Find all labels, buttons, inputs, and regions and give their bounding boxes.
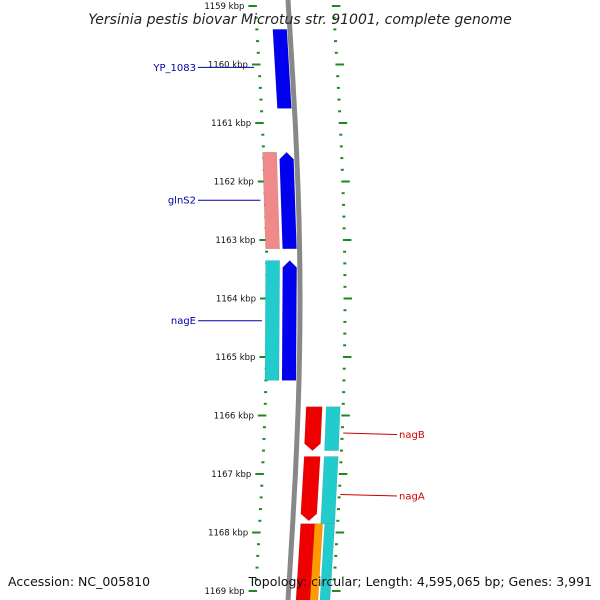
feature-block-f8 bbox=[300, 456, 321, 522]
tick-label: 1167 kbp bbox=[211, 470, 251, 480]
genome-backbone bbox=[285, 0, 303, 600]
gene-label[interactable]: nagA bbox=[399, 491, 425, 502]
gene-label[interactable]: nagE bbox=[171, 316, 196, 327]
feature-block-f6 bbox=[304, 406, 323, 451]
tick-label-group: 1159 kbp 1160 kbp 1161 kbp 1162 kbp 1163 kbp… bbox=[204, 2, 256, 597]
accession-text: Accession: NC_005810 bbox=[8, 574, 150, 589]
feature-block-f3 bbox=[279, 151, 297, 250]
gene-label-leader bbox=[343, 432, 398, 436]
gene-label-group: YP_1083 glnS2 nagE nagB nagA bbox=[152, 63, 424, 503]
tick-label: 1161 kbp bbox=[211, 119, 251, 129]
tick-label: 1169 kbp bbox=[205, 587, 245, 597]
topology-text: Topology: circular; Length: 4,595,065 bp… bbox=[248, 574, 592, 589]
feature-block-f7 bbox=[324, 406, 341, 451]
tick-label: 1168 kbp bbox=[208, 529, 248, 539]
tick-label: 1160 kbp bbox=[208, 61, 248, 71]
feature-block-f5 bbox=[281, 260, 298, 381]
tick-label: 1164 kbp bbox=[216, 295, 256, 305]
feature-block-f2 bbox=[262, 152, 280, 250]
gene-label[interactable]: glnS2 bbox=[168, 196, 196, 207]
gene-label-leader bbox=[340, 493, 398, 497]
feature-block-f11 bbox=[309, 523, 324, 600]
feature-block-f9 bbox=[320, 456, 339, 525]
tick-label: 1162 kbp bbox=[214, 178, 254, 188]
tick-label: 1163 kbp bbox=[215, 236, 255, 246]
map-title: Yersinia pestis biovar Microtus str. 910… bbox=[88, 12, 511, 28]
feature-block-f12 bbox=[319, 523, 336, 600]
tick-marks-right bbox=[331, 5, 352, 592]
gene-label[interactable]: YP_1083 bbox=[152, 63, 196, 74]
feature-block-f4 bbox=[264, 260, 281, 381]
tick-label: 1159 kbp bbox=[204, 2, 244, 12]
feature-track-group bbox=[262, 29, 341, 600]
gene-label[interactable]: nagB bbox=[399, 430, 425, 441]
tick-label: 1166 kbp bbox=[214, 412, 254, 422]
tick-label: 1165 kbp bbox=[215, 353, 255, 363]
feature-block-f1 bbox=[272, 29, 292, 109]
